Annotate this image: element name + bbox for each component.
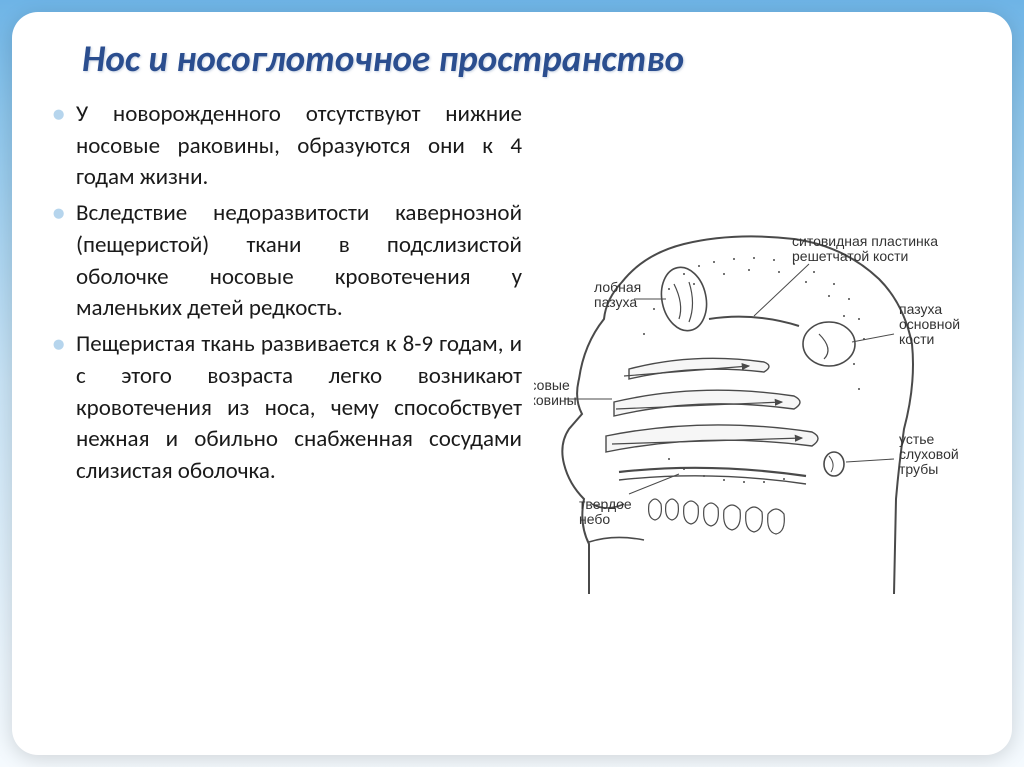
slide: Нос и носоглоточное пространство ● У нов… — [12, 12, 1012, 755]
bullet-item: ● У новорожденного отсутствуют нижние но… — [52, 99, 522, 194]
label-turbinates: носовыераковины — [534, 377, 577, 408]
bullet-marker-icon: ● — [52, 198, 76, 325]
eustachian-opening-shape — [824, 452, 844, 476]
label-frontal-sinus: лобнаяпазуха — [594, 279, 641, 310]
turbinate-middle — [614, 390, 800, 416]
bullet-marker-icon: ● — [52, 329, 76, 488]
label-cribriform: ситовидная пластинкарешетчатой кости — [792, 233, 938, 264]
cribriform-plate-shape — [709, 316, 799, 325]
image-column: лобнаяпазуха ситовидная пластинкарешетча… — [534, 99, 984, 718]
sphenoid-sinus-shape — [803, 322, 855, 366]
teeth — [649, 499, 785, 534]
bullet-text: Пещеристая ткань развивается к 8-9 годам… — [76, 329, 522, 488]
label-eustachian: устьеслуховойтрубы — [899, 431, 959, 477]
slide-title: Нос и носоглоточное пространство — [82, 36, 982, 81]
content-row: ● У новорожденного отсутствуют нижние но… — [52, 99, 982, 718]
bullet-item: ● Вследствие недоразвитости кавернозной … — [52, 198, 522, 325]
bullet-item: ● Пещеристая ткань развивается к 8-9 год… — [52, 329, 522, 488]
label-hard-palate: твердоенебо — [579, 496, 632, 527]
bullet-text: У новорожденного отсутствуют нижние носо… — [76, 99, 522, 194]
label-sphenoid-sinus: пазухаосновнойкости — [899, 301, 960, 347]
turbinate-upper — [629, 358, 769, 379]
bullet-marker-icon: ● — [52, 99, 76, 194]
nasal-anatomy-diagram: лобнаяпазуха ситовидная пластинкарешетча… — [534, 204, 984, 624]
text-column: ● У новорожденного отсутствуют нижние но… — [52, 99, 522, 718]
hard-palate-shape — [619, 467, 806, 475]
bullet-text: Вследствие недоразвитости кавернозной (п… — [76, 198, 522, 325]
